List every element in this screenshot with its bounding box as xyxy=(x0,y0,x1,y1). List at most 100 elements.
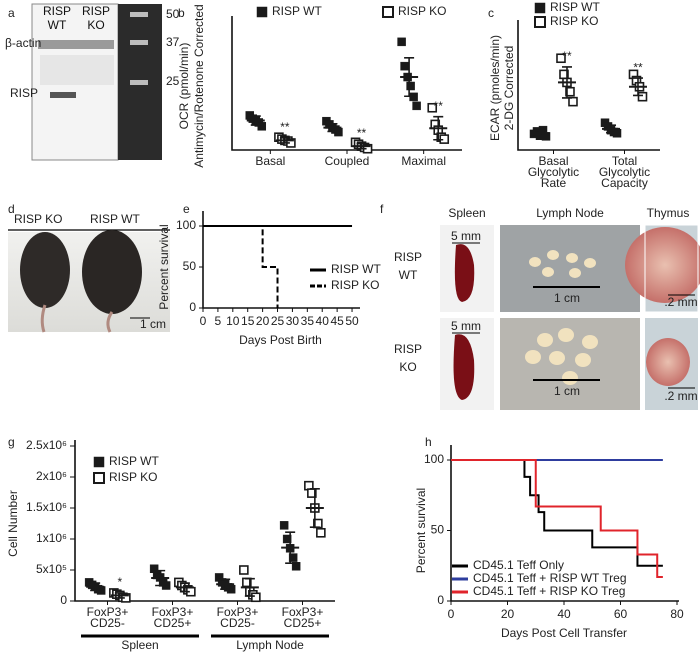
y-tick-label: 1x10⁶ xyxy=(36,531,67,545)
mice-image xyxy=(8,229,170,333)
y-axis-label: Cell Number xyxy=(6,490,20,557)
significance-label: ** xyxy=(633,60,643,74)
legend-marker xyxy=(534,16,546,28)
survival-line xyxy=(451,459,663,567)
panel-letter: e xyxy=(183,202,190,216)
significance-label: ** xyxy=(357,126,367,140)
column-label: Lymph Node xyxy=(536,206,604,220)
x-tick-label: 5 xyxy=(215,314,222,328)
legend-label: CD45.1 Teff Only xyxy=(473,558,564,572)
data-point xyxy=(556,53,566,64)
x-tick-label: FoxP3+ CD25+ xyxy=(282,605,324,630)
x-tick-label: FoxP3+ CD25+ xyxy=(152,605,194,630)
x-tick-label: Total Glycolytic Capacity xyxy=(599,154,650,190)
row-label: RISP KO xyxy=(394,342,422,374)
legend-marker xyxy=(93,472,105,484)
significance-label: ** xyxy=(280,120,290,134)
y-tick-label: 0 xyxy=(189,300,196,314)
axis-line xyxy=(517,20,660,151)
scale-label: 5 mm xyxy=(451,319,481,333)
x-tick-label: 40 xyxy=(557,607,571,621)
x-tick-label: 10 xyxy=(226,314,240,328)
organ-images xyxy=(440,224,700,410)
data-point xyxy=(412,101,421,111)
legend-marker xyxy=(534,2,546,14)
x-tick-label: 35 xyxy=(301,314,315,328)
legend-label: RISP WT xyxy=(550,0,600,14)
column-label: Spleen xyxy=(448,206,485,220)
data-point xyxy=(291,562,301,571)
y-axis-label: 2-DG Corrected xyxy=(502,46,516,131)
legend-marker xyxy=(382,6,394,18)
data-point xyxy=(251,592,261,603)
panel-letter: g xyxy=(8,435,15,449)
x-tick-label: 25 xyxy=(271,314,285,328)
y-axis-label: ECAR (pmoles/min) xyxy=(488,35,502,141)
x-tick-label: 20 xyxy=(256,314,270,328)
marker-label: 37 xyxy=(166,35,180,49)
significance-label: * xyxy=(118,575,123,589)
legend-label: CD45.1 Teff + RISP KO Treg xyxy=(473,584,625,598)
panel-letter: f xyxy=(380,202,384,216)
data-point xyxy=(637,91,648,102)
x-tick-label: Maximal xyxy=(401,154,446,168)
x-tick-label: Basal xyxy=(255,154,285,168)
panel-letter: b xyxy=(178,6,185,20)
scale-label: 1 cm xyxy=(554,384,580,398)
x-tick-label: FoxP3+ CD25- xyxy=(87,605,129,630)
x-tick-label: 20 xyxy=(501,607,515,621)
y-axis-label: Percent survival xyxy=(414,488,428,573)
mouse-label: RISP WT xyxy=(90,212,140,226)
legend-label: CD45.1 Teff + RISP WT Treg xyxy=(473,571,627,585)
y-tick-label: 0 xyxy=(437,593,444,607)
legend-marker xyxy=(93,456,105,468)
legend-label: RISP KO xyxy=(109,470,157,484)
panel-letter: h xyxy=(425,435,432,449)
group-label: Spleen xyxy=(121,638,158,652)
x-tick-label: FoxP3+ CD25- xyxy=(217,605,259,630)
x-axis-label: Days Post Birth xyxy=(239,333,322,347)
data-point xyxy=(400,61,409,71)
y-tick-label: 5x10⁵ xyxy=(36,562,67,576)
y-axis-label: Percent survival xyxy=(157,224,171,309)
group-label: Lymph Node xyxy=(236,638,304,652)
legend-label: RISP WT xyxy=(109,454,159,468)
legend-label: RISP KO xyxy=(331,278,379,292)
panel-letter: d xyxy=(8,202,15,216)
scale-label: .2 mm xyxy=(664,389,697,403)
x-tick-label: 30 xyxy=(286,314,300,328)
mouse-label: RISP KO xyxy=(14,212,62,226)
data-point xyxy=(406,81,415,91)
legend-label: RISP KO xyxy=(398,4,446,18)
band-label: RISP xyxy=(10,86,38,100)
legend-marker xyxy=(256,6,268,18)
western-blot-image xyxy=(31,3,162,161)
y-tick-label: 1.5x10⁶ xyxy=(26,500,67,514)
survival-line xyxy=(203,225,279,308)
x-tick-label: 0 xyxy=(448,607,455,621)
y-axis-label: Antimycin/Rotenone Corrected xyxy=(192,4,206,167)
y-tick-label: 100 xyxy=(176,218,196,232)
y-tick-label: 0 xyxy=(60,593,67,607)
data-point xyxy=(279,521,289,530)
y-tick-label: 2.5x10⁶ xyxy=(26,438,67,452)
x-tick-label: 80 xyxy=(670,607,684,621)
x-axis-label: Days Post Cell Transfer xyxy=(501,626,627,640)
x-tick-label: Coupled xyxy=(325,154,370,168)
scale-label: 5 mm xyxy=(451,229,481,243)
y-axis-label: OCR (pmol/min) xyxy=(177,43,191,130)
data-point xyxy=(282,534,292,544)
data-point xyxy=(565,86,575,97)
band-label: β-actin xyxy=(5,36,41,50)
scale-label: 1 cm xyxy=(140,317,166,331)
marker-label: 50 xyxy=(166,7,180,21)
data-point xyxy=(288,553,298,562)
column-label: Thymus xyxy=(647,206,690,220)
x-tick-label: 50 xyxy=(345,314,359,328)
x-tick-label: Basal Glycolytic Rate xyxy=(528,154,579,190)
data-point xyxy=(239,565,249,575)
data-point xyxy=(257,122,267,131)
panel-letter: a xyxy=(8,6,15,20)
legend-label: RISP KO xyxy=(550,14,598,28)
